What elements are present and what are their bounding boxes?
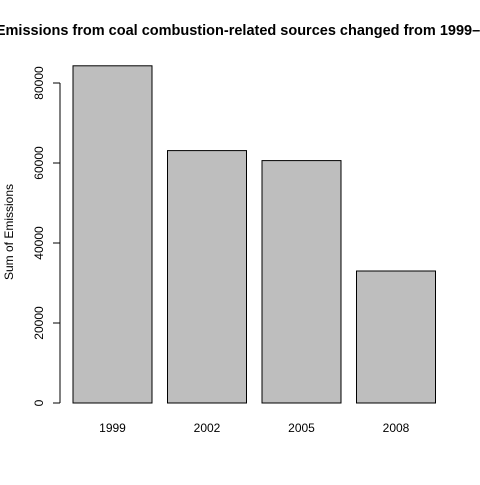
- y-tick-label-0: 0: [32, 399, 46, 406]
- y-tick-label-60000: 60000: [32, 146, 46, 180]
- y-tick-label-80000: 80000: [32, 66, 46, 100]
- x-tick-label-1999: 1999: [99, 421, 126, 435]
- y-tick-label-20000: 20000: [32, 306, 46, 340]
- y-tick-label-40000: 40000: [32, 226, 46, 260]
- x-tick-label-2002: 2002: [194, 421, 221, 435]
- x-tick-label-2005: 2005: [288, 421, 315, 435]
- chart-title: Emissions from coal combustion-related s…: [0, 23, 480, 39]
- bars-group: [73, 66, 436, 403]
- bar-2005: [262, 161, 341, 403]
- bar-1999: [73, 66, 152, 403]
- y-axis: 0 20000 40000 60000 80000: [32, 66, 60, 406]
- x-axis-labels: 1999 2002 2005 2008: [99, 421, 410, 435]
- bar-2002: [168, 151, 247, 403]
- x-tick-label-2008: 2008: [383, 421, 410, 435]
- bar-2008: [357, 271, 436, 403]
- y-axis-label: Sum of Emissions: [2, 184, 16, 280]
